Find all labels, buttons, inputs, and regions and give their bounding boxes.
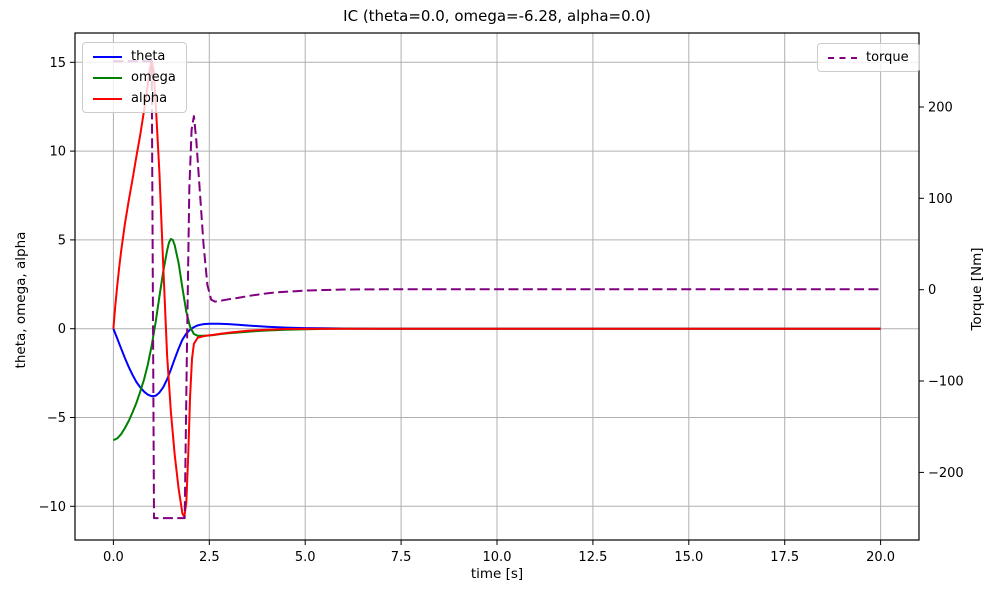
x-tick-label: 12.5: [578, 550, 607, 565]
y-left-tick-label: −5: [47, 411, 66, 426]
grid-lines: [75, 33, 919, 540]
x-tick-label: 10.0: [483, 550, 512, 565]
x-tick-label: 17.5: [770, 550, 799, 565]
legend-label-omega: omega: [131, 70, 176, 85]
x-tick-label: 20.0: [866, 550, 895, 565]
legend-left: theta omega alpha: [82, 42, 187, 113]
legend-item-alpha: alpha: [93, 91, 176, 106]
y-left-tick-label: −10: [39, 500, 66, 515]
legend-line-sample-omega: [93, 76, 122, 79]
x-axis-label: time [s]: [470, 566, 524, 582]
y-right-tick-label: −100: [928, 375, 964, 390]
y-axis-label-right: Torque [Nm]: [969, 247, 985, 331]
y-right-tick-label: 200: [928, 101, 953, 116]
tick-labels: 0.0 2.5 5.0 7.5 10.0 12.5 15.0 17.5 20.0 −10 −5 0 5 1…: [39, 56, 964, 565]
series-line-alpha: [112, 59, 881, 518]
legend-line-sample-alpha: [93, 97, 122, 100]
legend-item-theta: theta: [93, 49, 176, 64]
chart-title: IC (theta=0.0, omega=-6.28, alpha=0.0): [343, 7, 651, 25]
series-line-torque: [113, 60, 881, 520]
y-left-tick-label: 15: [49, 56, 66, 71]
y-left-tick-label: 10: [49, 145, 66, 160]
x-tick-label: 7.5: [391, 550, 412, 565]
legend-line-sample-torque: [828, 56, 857, 59]
x-tick-label: 15.0: [674, 550, 703, 565]
y-right-tick-label: −200: [928, 466, 964, 481]
y-right-tick-label: 100: [928, 192, 953, 207]
tick-marks: [70, 61, 924, 545]
x-tick-label: 0.0: [103, 550, 124, 565]
x-tick-label: 2.5: [199, 550, 220, 565]
legend-line-sample-theta: [93, 55, 122, 58]
legend-label-torque: torque: [866, 50, 909, 65]
y-axis-label-left: theta, omega, alpha: [13, 231, 29, 369]
x-tick-label: 5.0: [295, 550, 316, 565]
y-left-tick-label: 0: [58, 322, 66, 337]
legend-item-torque: torque: [828, 50, 909, 65]
legend-right: torque: [817, 43, 920, 72]
legend-item-omega: omega: [93, 70, 176, 85]
y-right-tick-label: 0: [928, 283, 936, 298]
legend-label-alpha: alpha: [131, 91, 168, 106]
legend-label-theta: theta: [131, 49, 166, 64]
y-left-tick-label: 5: [58, 233, 66, 248]
